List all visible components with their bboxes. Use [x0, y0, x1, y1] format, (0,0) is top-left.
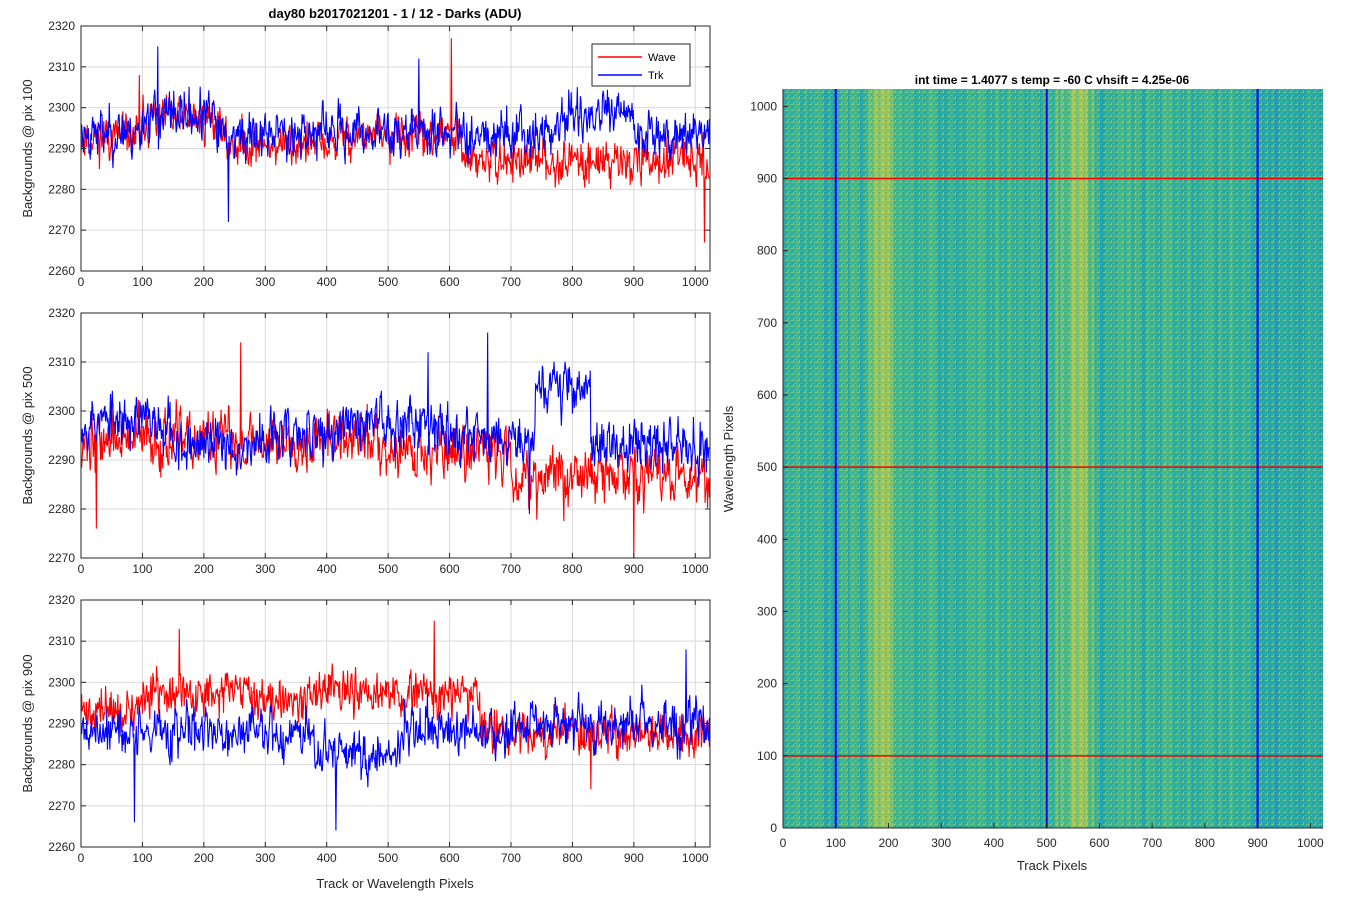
- y-tick-label: 2310: [48, 634, 75, 648]
- y-tick-label: 2280: [48, 182, 75, 196]
- x-tick-label: 900: [624, 562, 644, 576]
- x-tick-label: 0: [780, 836, 787, 850]
- figure-title: day80 b2017021201 - 1 / 12 - Darks (ADU): [269, 6, 522, 21]
- x-tick-label: 300: [255, 851, 275, 865]
- series-line-trk: [81, 46, 710, 223]
- y-tick-label: 2290: [48, 717, 75, 731]
- y-tick-label: 0: [770, 821, 777, 835]
- x-tick-label: 100: [132, 851, 152, 865]
- x-tick-label: 700: [1142, 836, 1162, 850]
- x-tick-label: 900: [1248, 836, 1268, 850]
- x-tick-label: 100: [132, 275, 152, 289]
- x-tick-label: 300: [931, 836, 951, 850]
- y-tick-label: 600: [757, 388, 777, 402]
- y-tick-label: 2260: [48, 840, 75, 854]
- x-tick-label: 700: [501, 562, 521, 576]
- x-tick-label: 0: [78, 562, 85, 576]
- series-line-trk: [81, 649, 710, 831]
- line-panel-pix-900: 0 100 200 300 400 500 600 700 800 900 1000 2260 2270…: [20, 593, 711, 865]
- x-tick-label: 0: [78, 851, 85, 865]
- x-tick-label: 100: [826, 836, 846, 850]
- series-line-trk: [81, 332, 710, 514]
- x-tick-label: 900: [624, 851, 644, 865]
- x-tick-label: 1000: [1297, 836, 1324, 850]
- y-tick-label: 2270: [48, 551, 75, 565]
- series-line-wave: [81, 620, 710, 790]
- y-tick-label: 300: [757, 604, 777, 618]
- y-tick-label: 500: [757, 460, 777, 474]
- x-tick-label: 100: [132, 562, 152, 576]
- x-tick-label: 900: [624, 275, 644, 289]
- y-tick-label: 900: [757, 171, 777, 185]
- y-axis-label: Backgrounds @ pix 500: [20, 366, 35, 504]
- y-tick-label: 2320: [48, 19, 75, 33]
- x-tick-label: 200: [194, 851, 214, 865]
- y-tick-label: 2270: [48, 223, 75, 237]
- heatmap-x-axis-label: Track Pixels: [1017, 858, 1088, 873]
- y-axis-label: Backgrounds @ pix 100: [20, 79, 35, 217]
- legend-box: [591, 43, 691, 87]
- y-tick-label: 2280: [48, 502, 75, 516]
- y-tick-label: 2300: [48, 101, 75, 115]
- line-x-axis-label: Track or Wavelength Pixels: [316, 876, 474, 891]
- x-tick-label: 300: [255, 562, 275, 576]
- y-tick-label: 2290: [48, 453, 75, 467]
- x-tick-label: 1000: [682, 851, 709, 865]
- x-tick-label: 700: [501, 851, 521, 865]
- x-tick-label: 200: [194, 562, 214, 576]
- x-tick-label: 400: [984, 836, 1004, 850]
- legend-label-wave: Wave: [648, 52, 676, 64]
- x-tick-label: 0: [78, 275, 85, 289]
- heatmap-noise: [783, 89, 1323, 828]
- x-tick-label: 1000: [682, 275, 709, 289]
- x-tick-label: 600: [440, 275, 460, 289]
- legend: Wave Trk: [591, 43, 691, 87]
- line-panel-pix-500: 0 100 200 300 400 500 600 700 800 900 1000 2270 2280…: [20, 306, 711, 576]
- series-line-wave: [81, 342, 710, 558]
- y-tick-label: 2290: [48, 142, 75, 156]
- x-tick-label: 400: [317, 851, 337, 865]
- y-tick-label: 2270: [48, 799, 75, 813]
- axes-frame: [80, 312, 711, 559]
- y-tick-label: 1000: [750, 99, 777, 113]
- legend-label-trk: Trk: [648, 70, 664, 82]
- y-tick-label: 2320: [48, 593, 75, 607]
- y-tick-label: 700: [757, 316, 777, 330]
- y-axis-label: Backgrounds @ pix 900: [20, 654, 35, 792]
- y-tick-label: 2310: [48, 60, 75, 74]
- x-tick-label: 1000: [682, 562, 709, 576]
- x-tick-label: 800: [562, 851, 582, 865]
- heatmap-title: int time = 1.4077 s temp = -60 C vhsift …: [915, 73, 1190, 87]
- x-tick-label: 400: [317, 562, 337, 576]
- x-tick-label: 500: [1037, 836, 1057, 850]
- x-tick-label: 600: [440, 851, 460, 865]
- x-tick-label: 300: [255, 275, 275, 289]
- x-tick-label: 500: [378, 275, 398, 289]
- x-tick-label: 500: [378, 851, 398, 865]
- y-tick-label: 200: [757, 677, 777, 691]
- x-tick-label: 500: [378, 562, 398, 576]
- x-tick-label: 800: [562, 275, 582, 289]
- x-tick-label: 800: [1195, 836, 1215, 850]
- x-tick-label: 200: [194, 275, 214, 289]
- y-tick-label: 2300: [48, 675, 75, 689]
- x-tick-label: 600: [1089, 836, 1109, 850]
- y-tick-label: 2310: [48, 355, 75, 369]
- y-tick-label: 400: [757, 532, 777, 546]
- y-tick-label: 100: [757, 749, 777, 763]
- x-tick-label: 700: [501, 275, 521, 289]
- y-tick-label: 2320: [48, 306, 75, 320]
- x-tick-label: 200: [878, 836, 898, 850]
- y-tick-label: 2260: [48, 264, 75, 278]
- x-tick-label: 600: [440, 562, 460, 576]
- x-tick-label: 400: [317, 275, 337, 289]
- y-tick-label: 2300: [48, 404, 75, 418]
- y-tick-label: 800: [757, 244, 777, 258]
- y-tick-label: 2280: [48, 758, 75, 772]
- x-tick-label: 800: [562, 562, 582, 576]
- heatmap-y-axis-label: Wavelength Pixels: [721, 405, 736, 512]
- heatmap-panel: 0 100 200 300 400 500 600 700 800 900 1000 0 100 200 3…: [750, 89, 1324, 850]
